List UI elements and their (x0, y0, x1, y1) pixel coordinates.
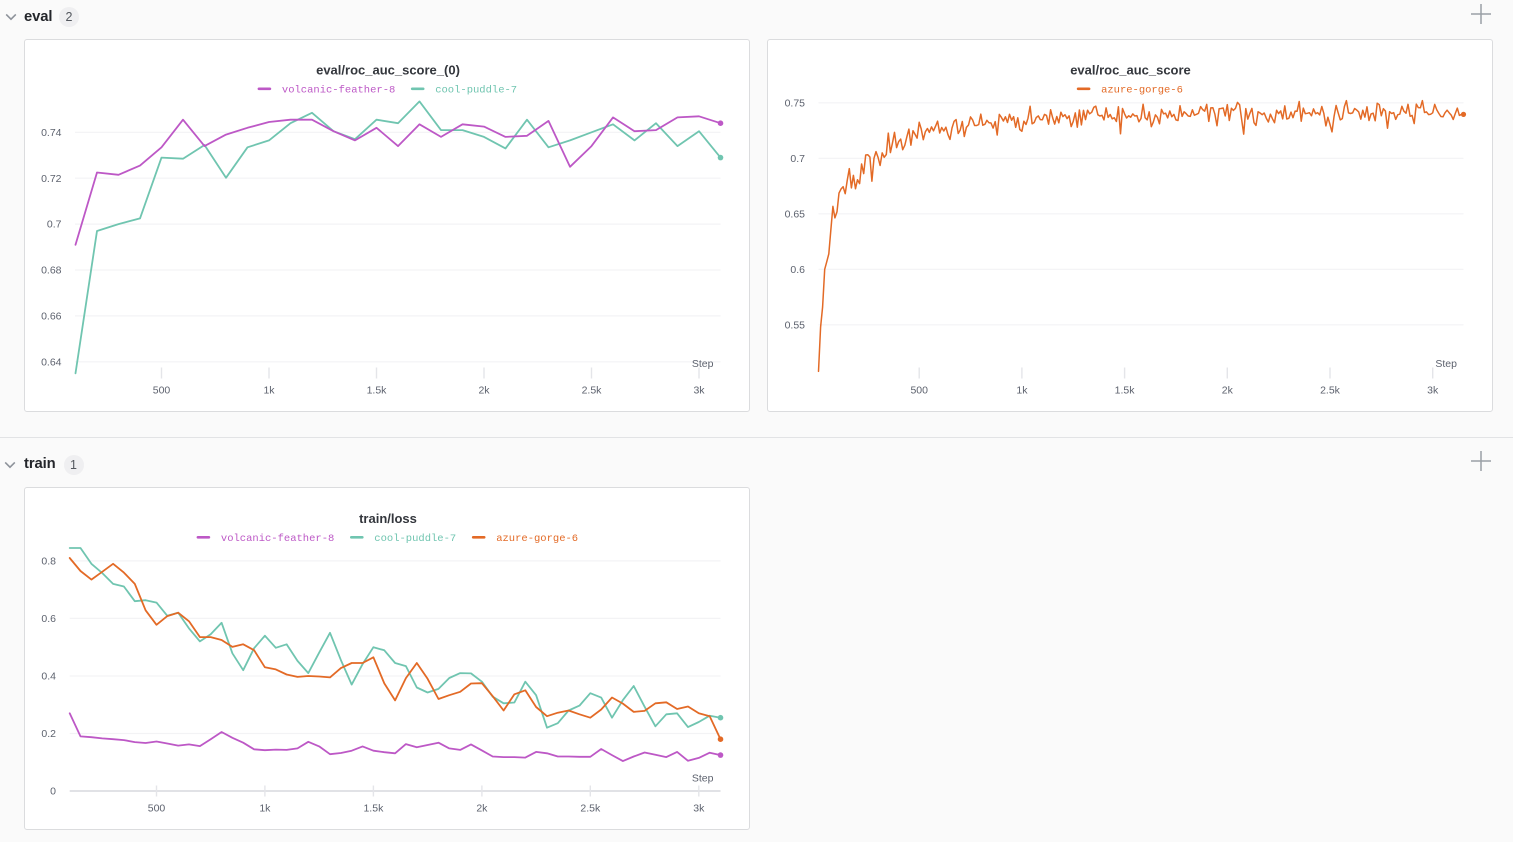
svg-text:0.55: 0.55 (784, 320, 805, 331)
svg-text:0.74: 0.74 (41, 127, 62, 139)
svg-text:1.5k: 1.5k (366, 385, 387, 397)
svg-text:0.72: 0.72 (41, 173, 62, 185)
svg-text:train/loss: train/loss (359, 510, 417, 525)
svg-text:cool-puddle-7: cool-puddle-7 (374, 533, 456, 545)
svg-text:2.5k: 2.5k (580, 802, 601, 814)
svg-text:2.5k: 2.5k (581, 385, 602, 397)
svg-text:500: 500 (147, 802, 165, 814)
svg-text:0.64: 0.64 (41, 356, 62, 368)
svg-text:Step: Step (691, 772, 713, 784)
svg-text:eval/roc_auc_score: eval/roc_auc_score (1070, 63, 1191, 78)
svg-text:0.7: 0.7 (790, 154, 805, 165)
svg-text:0.66: 0.66 (41, 311, 62, 323)
svg-text:2k: 2k (478, 385, 490, 397)
svg-text:cool-puddle-7: cool-puddle-7 (435, 85, 517, 97)
svg-text:500: 500 (152, 385, 170, 397)
svg-text:3k: 3k (693, 385, 705, 397)
svg-text:1k: 1k (259, 802, 271, 814)
svg-text:azure-gorge-6: azure-gorge-6 (496, 533, 578, 545)
svg-text:2k: 2k (1221, 385, 1233, 396)
svg-text:Step: Step (691, 358, 713, 370)
svg-text:1.5k: 1.5k (363, 802, 384, 814)
svg-text:0.8: 0.8 (41, 555, 56, 567)
svg-text:0.2: 0.2 (41, 728, 56, 740)
svg-text:1k: 1k (1016, 385, 1028, 396)
svg-text:0.65: 0.65 (784, 209, 805, 220)
svg-text:0: 0 (50, 785, 56, 797)
svg-text:0.75: 0.75 (784, 98, 805, 109)
svg-text:azure-gorge-6: azure-gorge-6 (1101, 85, 1183, 97)
svg-text:volcanic-feather-8: volcanic-feather-8 (220, 533, 333, 545)
svg-text:0.7: 0.7 (46, 219, 61, 231)
svg-text:3k: 3k (693, 802, 705, 814)
svg-text:Step: Step (1435, 359, 1457, 370)
svg-text:1.5k: 1.5k (1114, 385, 1135, 396)
svg-text:0.68: 0.68 (41, 265, 62, 277)
svg-text:500: 500 (910, 385, 928, 396)
svg-text:volcanic-feather-8: volcanic-feather-8 (281, 85, 394, 97)
svg-text:0.6: 0.6 (790, 265, 805, 276)
svg-text:3k: 3k (1427, 385, 1439, 396)
svg-text:0.4: 0.4 (41, 670, 56, 682)
svg-text:0.6: 0.6 (41, 613, 56, 625)
svg-text:2.5k: 2.5k (1320, 385, 1341, 396)
svg-text:1k: 1k (263, 385, 275, 397)
svg-text:eval/roc_auc_score_(0): eval/roc_auc_score_(0) (316, 63, 460, 78)
svg-text:2k: 2k (476, 802, 488, 814)
